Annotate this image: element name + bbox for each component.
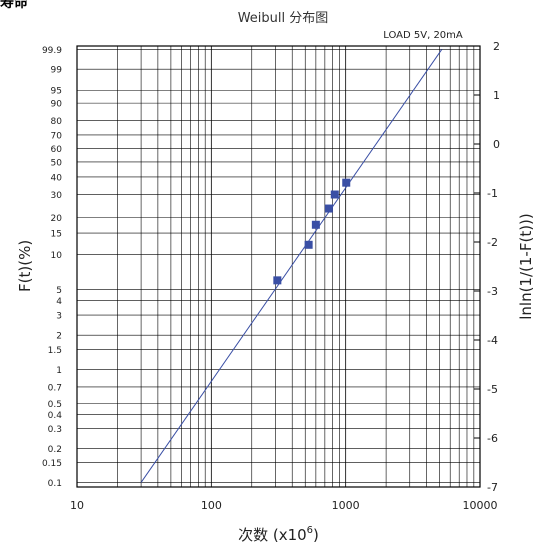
y2-tick-label: 0 — [493, 138, 500, 151]
y-axis-label: F(t)(%) — [16, 240, 34, 292]
y-tick-label: 1.5 — [48, 346, 62, 356]
data-point — [311, 220, 320, 229]
data-point — [273, 276, 282, 285]
y2-tick-label: -7 — [487, 481, 498, 494]
data-point — [304, 240, 313, 249]
y-tick-label: 20 — [51, 214, 63, 224]
y2-tick-label: -2 — [487, 236, 498, 249]
bottom-axis-ticks: 10 100 1000 10000 — [70, 499, 498, 512]
plot-frame — [76, 45, 481, 488]
right-axis-ticks: 2 1 0 -1 -2 -3 -4 -5 -6 -7 — [474, 40, 500, 494]
y2-tick-label: 2 — [493, 40, 500, 53]
y-tick-label: 40 — [51, 173, 63, 183]
y-tick-label: 3 — [56, 312, 62, 322]
y2-tick-label: -5 — [487, 383, 498, 396]
y-tick-label: 0.7 — [48, 383, 62, 393]
y-tick-label: 15 — [51, 230, 62, 240]
y-tick-label: 10 — [51, 251, 63, 261]
x-axis-label-suffix: ) — [313, 526, 319, 544]
y-tick-label: 0.3 — [48, 425, 62, 435]
y-tick-label: 50 — [51, 158, 63, 168]
y-tick-label: 0.2 — [48, 445, 62, 455]
y-tick-label: 0.1 — [48, 479, 62, 489]
y-tick-label: 99 — [51, 66, 63, 76]
x-tick-label: 1000 — [332, 499, 360, 512]
y-tick-label: 30 — [51, 191, 63, 201]
y-tick-label: 99.9 — [42, 46, 62, 56]
y-tick-label: 70 — [51, 131, 63, 141]
grid — [77, 46, 480, 487]
x-tick-label: 10000 — [463, 499, 498, 512]
y2-axis-label: lnln(1/(1-F(t))) — [517, 213, 535, 320]
y2-tick-label: -6 — [487, 432, 498, 445]
y-tick-label: 1 — [56, 366, 62, 376]
x-axis-label: 次数 (x106) — [238, 525, 319, 544]
y2-tick-label: -3 — [487, 285, 498, 298]
section-heading: 寿命 — [0, 0, 28, 11]
weibull-fit-line — [140, 49, 443, 483]
x-axis-label-main: 次数 (x10 — [238, 526, 307, 544]
data-point — [342, 178, 351, 187]
data-points — [273, 178, 351, 285]
y-tick-label: 60 — [51, 145, 63, 155]
chart-title: Weibull 分布图 — [238, 11, 329, 26]
y-tick-label: 2 — [56, 332, 62, 342]
x-tick-label: 10 — [70, 499, 84, 512]
y-tick-label: 90 — [51, 100, 63, 110]
y2-tick-label: 1 — [493, 89, 500, 102]
y-tick-label: 0.5 — [48, 400, 62, 410]
y-tick-label: 5 — [56, 286, 62, 296]
y2-tick-label: -1 — [487, 187, 498, 200]
left-axis-ticks: 99.9 99 95 90 80 70 60 50 40 30 20 15 10 54 3 2 1.5 1 0.7 0… — [42, 46, 62, 489]
x-tick-label: 100 — [201, 499, 222, 512]
y-tick-label: 0.15 — [42, 459, 62, 469]
y2-tick-label: -4 — [487, 334, 498, 347]
y-tick-label: 80 — [51, 117, 63, 127]
y-tick-label: 4 — [56, 297, 62, 307]
x-axis-label-exponent: 6 — [307, 525, 313, 536]
y-tick-label: 0.4 — [48, 411, 63, 421]
data-point — [330, 190, 339, 199]
y-tick-label: 95 — [51, 87, 62, 97]
data-point — [324, 204, 333, 213]
load-annotation: LOAD 5V, 20mA — [383, 30, 463, 41]
